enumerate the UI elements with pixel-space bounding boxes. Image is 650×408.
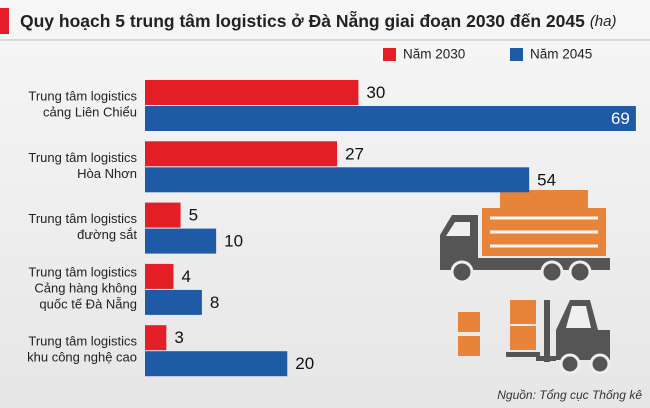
forklift-icon [458,300,611,375]
category-label: Trung tâm logistics khu công nghệ cao [27,334,137,365]
category-line: Trung tâm logistics [28,212,137,227]
bar [145,228,217,254]
bar [145,351,288,377]
bar [145,202,181,228]
bar [145,325,167,351]
value-label: 20 [295,354,314,373]
value-label: 54 [537,170,556,189]
category-line: quốc tế Đà Nẵng [39,297,137,312]
category-line: đường sắt [77,228,137,243]
bar [145,141,338,167]
value-label: 8 [210,293,219,312]
truck-icon [440,190,610,284]
category-label: Trung tâm logistics cảng Liên Chiểu [28,89,137,120]
title-accent [0,8,9,34]
category-line: Trung tâm logistics [28,150,137,165]
unit: (ha) [590,13,617,30]
category-line: Hòa Nhơn [77,166,137,181]
value-label: 30 [366,83,385,102]
legend-label: Năm 2030 [403,47,465,62]
source: Nguồn: Tổng cục Thống kê [497,388,642,402]
bar [145,80,359,105]
legend-swatch [383,48,396,61]
value-label: 5 [189,206,198,225]
category-line: khu công nghệ cao [27,350,137,365]
value-label: 69 [611,109,630,128]
value-label: 10 [224,232,243,251]
bar [145,263,174,289]
category-label: Trung tâm logistics đường sắt [28,212,137,243]
bar [145,289,202,315]
category-line: Cảng hàng không [34,281,137,296]
legend-label: Năm 2045 [530,47,592,62]
category-line: cảng Liên Chiểu [43,105,137,120]
value-label: 4 [181,267,190,286]
value-label: 27 [345,144,364,163]
chart-title: Quy hoạch 5 trung tâm logistics ở Đà Nẵn… [20,9,617,31]
category-label: Trung tâm logistics Hòa Nhơn [28,150,137,181]
category-line: Trung tâm logistics [28,89,137,104]
category-label: Trung tâm logistics Cảng hàng không quốc t… [28,265,137,312]
bar [145,167,530,193]
bar [145,106,636,131]
title-text: Quy hoạch 5 trung tâm logistics ở Đà Nẵn… [20,9,585,31]
category-line: Trung tâm logistics [28,265,137,280]
value-label: 3 [174,328,183,347]
category-line: Trung tâm logistics [28,334,137,349]
legend-swatch [510,48,523,61]
